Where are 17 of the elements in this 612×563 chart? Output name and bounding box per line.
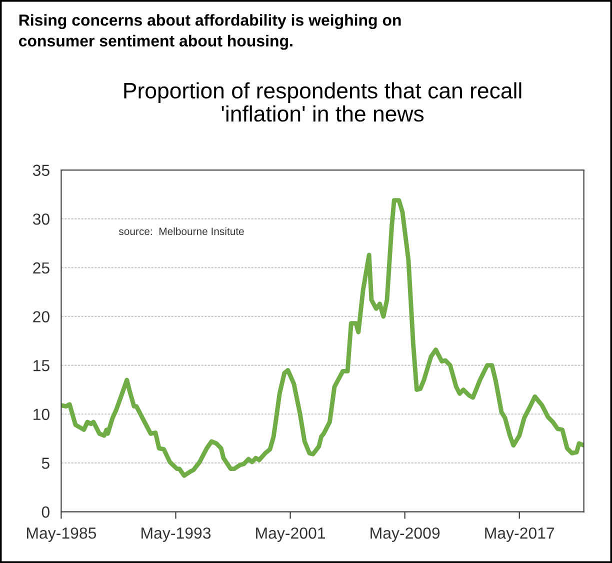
x-tick-label: May-2009: [370, 527, 440, 542]
x-tick-label: May-1985: [27, 527, 96, 542]
y-tick-label: 35: [32, 164, 50, 176]
y-tick-label: 5: [42, 458, 50, 469]
y-tick-label: 30: [32, 213, 50, 225]
y-tick-label: 10: [34, 408, 50, 420]
y-tick-label: 20: [33, 311, 50, 322]
y-tick-label: 15: [34, 360, 50, 372]
chart-subtitle: Rising concerns about affordability is weighing on consumer sentiment about housing.: [18, 14, 401, 50]
y-tick-label: 25: [33, 262, 50, 274]
x-tick-label: May-2017: [485, 527, 554, 542]
x-tick-label: May-1993: [142, 527, 211, 542]
y-tick-label: 0: [42, 506, 50, 518]
line-series: [61, 198, 584, 478]
x-tick-label: May-2001: [256, 527, 326, 542]
annotation: source: Melbourne Insitute: [118, 227, 244, 236]
chart-title: Proportion of respondents that can recall 'inflation' in the news: [124, 82, 522, 122]
